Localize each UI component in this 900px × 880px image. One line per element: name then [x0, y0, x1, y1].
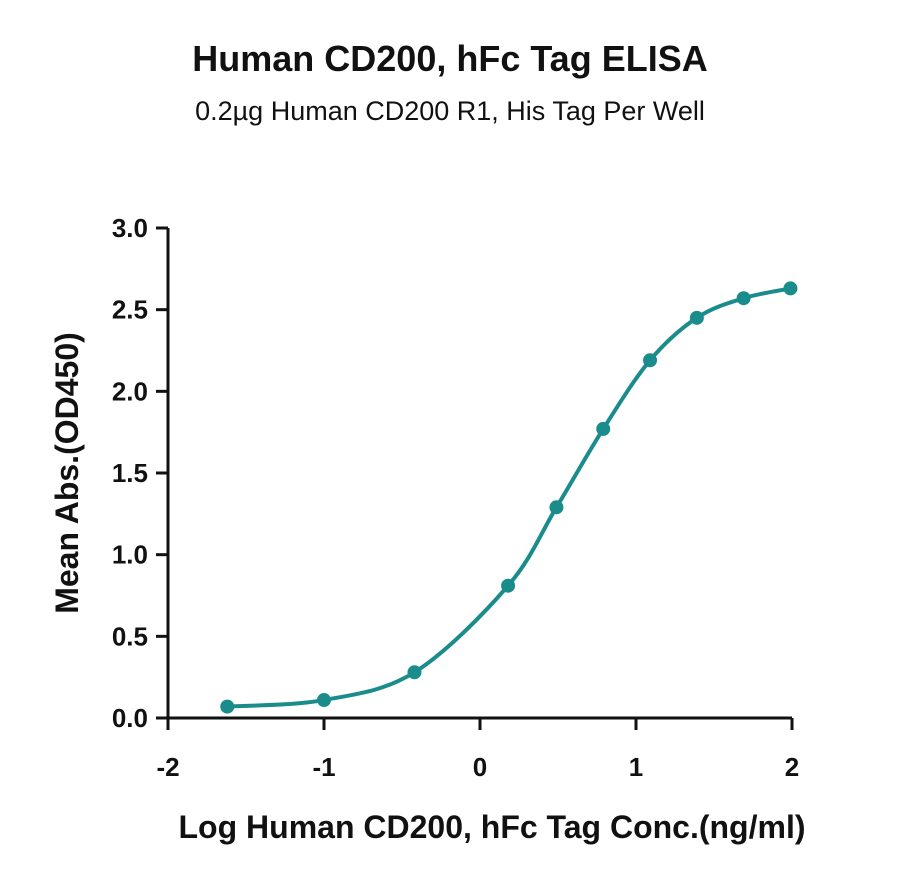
y-tick-label: 2.0: [112, 376, 148, 406]
y-tick-label: 1.0: [112, 540, 148, 570]
data-point: [689, 310, 704, 325]
data-point: [783, 281, 798, 296]
data-point: [549, 500, 564, 515]
data-point: [736, 291, 751, 306]
chart-title: Human CD200, hFc Tag ELISA: [192, 38, 708, 79]
data-point: [501, 578, 516, 593]
x-tick-label: 0: [473, 752, 487, 782]
x-tick-label: 1: [629, 752, 643, 782]
x-tick-label: -2: [156, 752, 179, 782]
y-axis-title: Mean Abs.(OD450): [49, 332, 85, 614]
y-tick-label: 3.0: [112, 213, 148, 243]
x-axis-title: Log Human CD200, hFc Tag Conc.(ng/ml): [179, 809, 806, 845]
x-tick-label: -1: [312, 752, 335, 782]
data-point: [596, 421, 611, 436]
x-tick-label: 2: [785, 752, 799, 782]
data-point: [407, 665, 422, 680]
chart-subtitle: 0.2µg Human CD200 R1, His Tag Per Well: [195, 96, 705, 126]
fit-curve: [225, 286, 793, 709]
data-point: [643, 353, 658, 368]
y-tick-label: 0.0: [112, 703, 148, 733]
data-point: [317, 693, 331, 708]
y-tick-label: 0.5: [112, 621, 148, 651]
y-tick-label: 1.5: [112, 458, 148, 488]
y-tick-label: 2.5: [112, 295, 148, 325]
data-point: [220, 699, 235, 714]
